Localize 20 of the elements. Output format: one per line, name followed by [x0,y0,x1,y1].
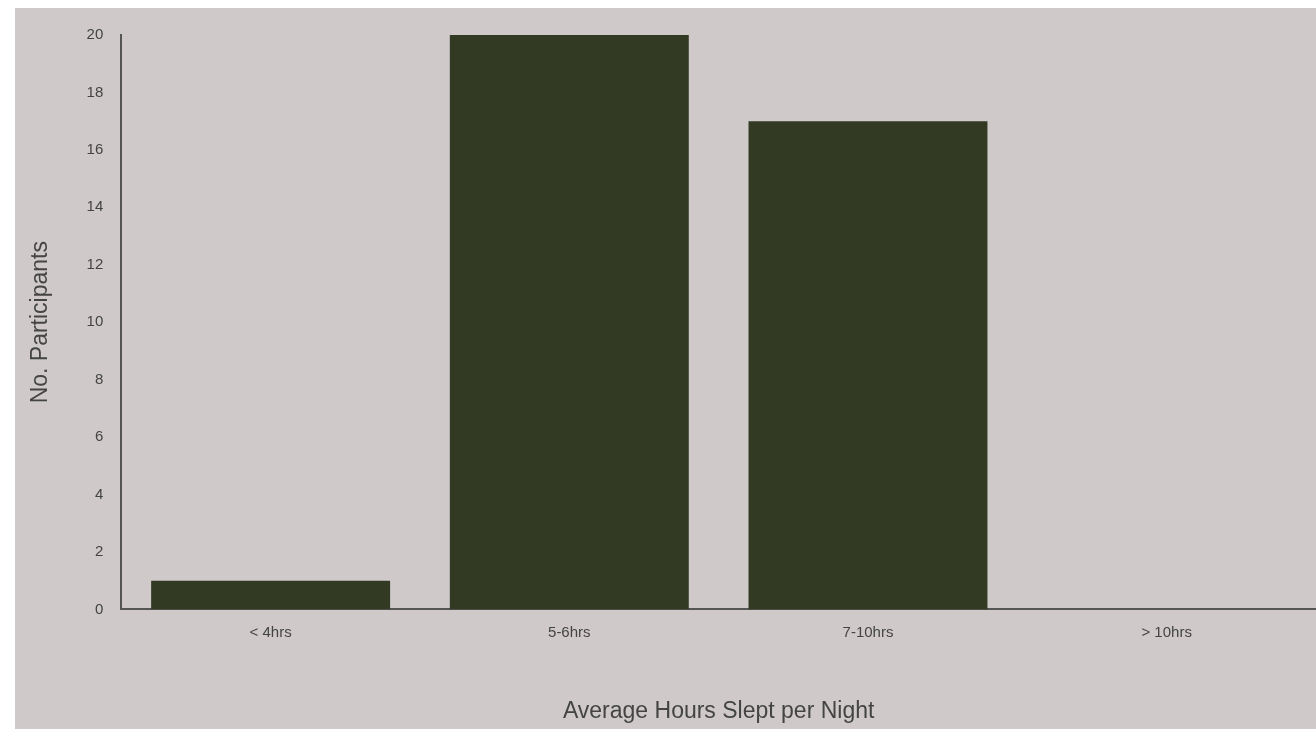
y-tick-label: 8 [94,369,104,387]
bar [748,121,988,610]
bar [449,35,689,610]
x-tick-label: 7-10hrs [842,622,894,640]
bar [151,580,391,610]
y-axis-title: No. Participants [26,241,53,404]
y-tick-label: 4 [94,484,104,502]
y-tick-label: 12 [86,254,104,272]
x-tick-label: 5-6hrs [548,622,591,640]
x-axis-title: Average Hours Slept per Night [562,696,876,723]
y-tick-label: 6 [94,427,104,445]
y-tick-label: 18 [86,82,104,100]
y-tick-label: 20 [86,25,104,43]
y-tick-label: 14 [86,197,104,215]
x-tick-label: > 10hrs [1141,622,1192,640]
y-tick-label: 16 [86,140,104,158]
y-tick-label: 2 [94,542,104,560]
x-tick-label: < 4hrs [249,622,292,640]
y-tick-label: 0 [94,599,104,617]
y-tick-label: 10 [86,312,104,330]
